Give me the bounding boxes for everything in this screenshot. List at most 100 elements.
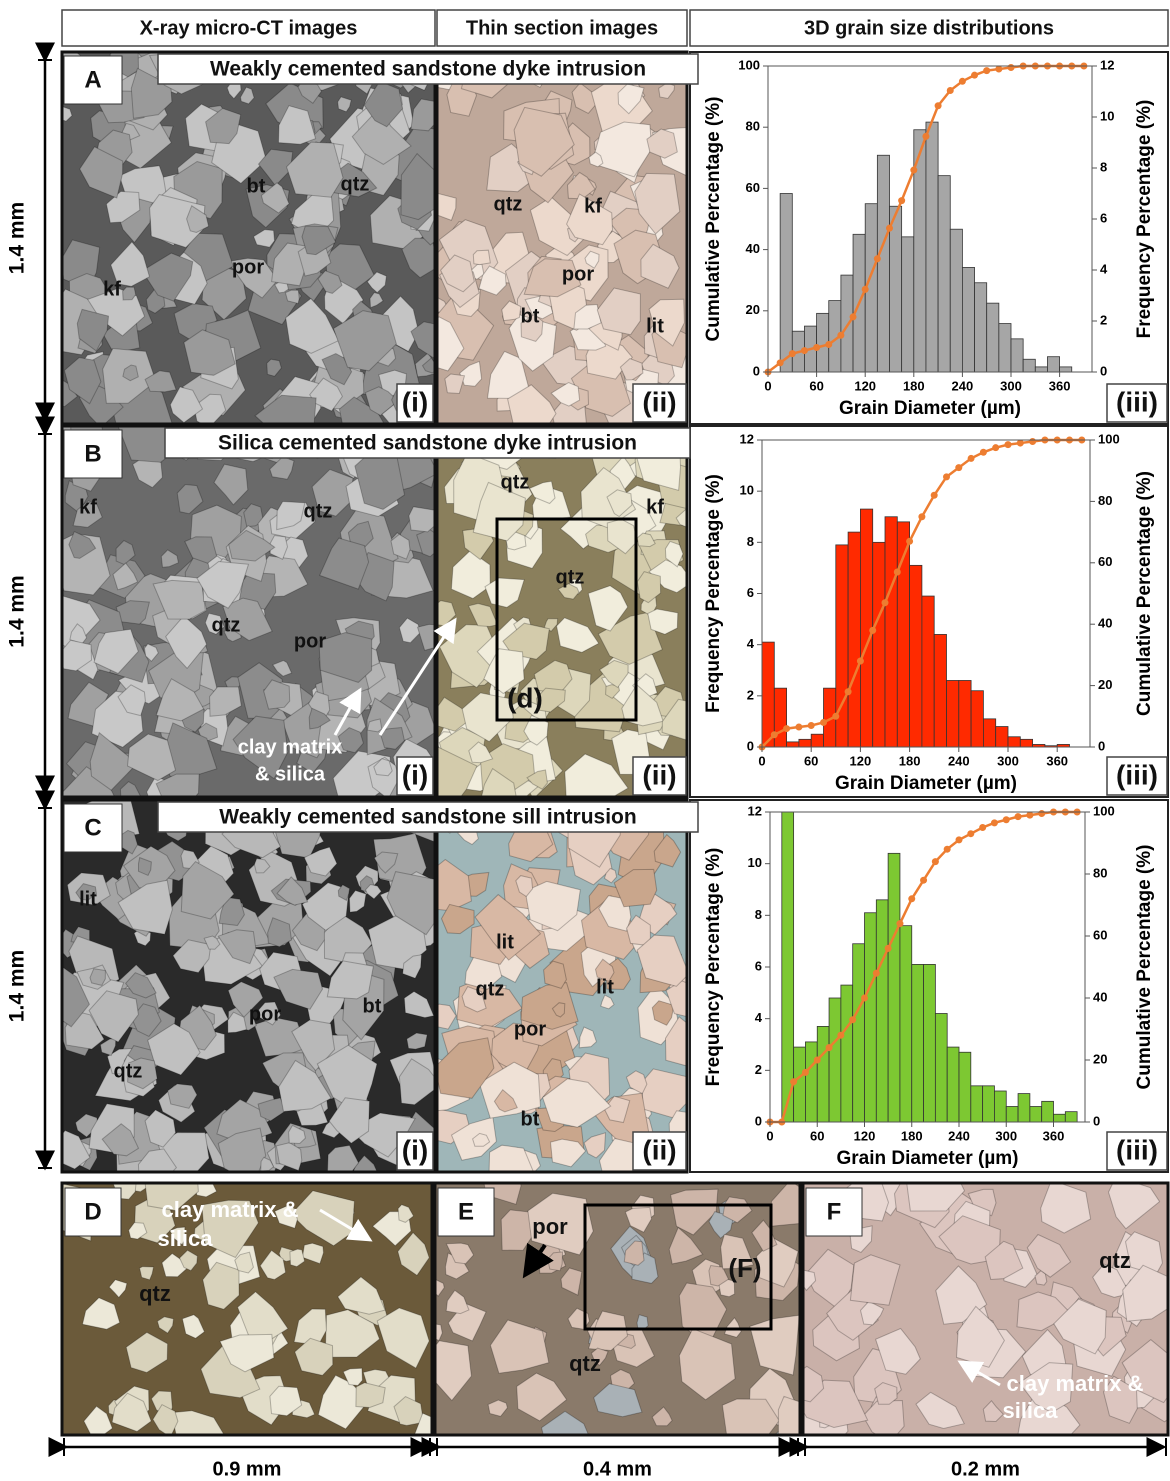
histogram-bar	[934, 1013, 948, 1122]
grain	[646, 128, 678, 159]
grain	[253, 857, 271, 874]
panel-tag-box	[396, 756, 434, 796]
histogram-bar	[901, 236, 915, 372]
scale-label: 0.2 mm	[951, 1458, 1020, 1480]
scale-label: 0.4 mm	[583, 1458, 652, 1480]
grain	[373, 758, 393, 777]
image-border	[433, 1181, 802, 1437]
cumulative-point	[979, 824, 987, 831]
grain	[435, 1278, 445, 1297]
grain	[117, 426, 180, 463]
grain	[369, 292, 384, 309]
x-axis-label: Grain Diameter (µm)	[837, 1148, 1019, 1169]
grain	[124, 972, 157, 999]
grain	[155, 678, 205, 722]
grain	[543, 960, 567, 989]
grain	[363, 80, 404, 128]
cumulative-point	[967, 830, 975, 838]
cumulative-point	[898, 197, 906, 205]
panel-letter: E	[458, 1198, 474, 1225]
cumulative-point	[1014, 813, 1022, 821]
panel-tag-box	[1106, 1131, 1168, 1171]
column-header: X-ray micro-CT images	[140, 17, 358, 39]
grain	[406, 1032, 428, 1050]
cumulative-point	[881, 599, 889, 607]
panel-tag: (ii)	[642, 759, 676, 790]
cumulative-point	[922, 132, 930, 140]
grain	[294, 1337, 334, 1376]
y2-tick-label: 80	[1098, 493, 1112, 508]
y-tick-label: 0	[747, 738, 754, 753]
grain	[213, 463, 249, 506]
cumulative-point	[920, 876, 928, 884]
grain	[291, 1019, 336, 1072]
grain	[573, 303, 602, 330]
grain	[397, 1204, 415, 1223]
cumulative-point	[837, 331, 845, 339]
panel-tag: (i)	[402, 759, 428, 790]
grain	[180, 860, 235, 920]
grain	[204, 612, 225, 635]
cumulative-point	[886, 224, 893, 232]
histogram-bar	[937, 175, 951, 372]
x-tick-label: 180	[901, 1128, 923, 1143]
histogram-bar	[810, 733, 824, 747]
x-tick-label: 120	[850, 753, 872, 768]
grain	[621, 684, 664, 727]
panel-tag-box	[632, 383, 687, 423]
grain	[651, 1406, 673, 1427]
grain	[62, 639, 93, 672]
grain	[143, 643, 159, 663]
grain	[528, 480, 556, 505]
panel-letter-box	[805, 1187, 863, 1237]
grain	[117, 684, 146, 717]
grain	[720, 1233, 755, 1270]
plot-area	[781, 812, 1078, 1122]
panel-letter: C	[84, 814, 101, 841]
histogram-bar	[828, 997, 842, 1122]
x-tick-label: 300	[997, 753, 1019, 768]
cumulative-point	[943, 473, 950, 481]
cumulative-point	[884, 944, 892, 952]
grain	[252, 229, 276, 248]
grain	[303, 846, 338, 877]
x-tick-label: 180	[903, 378, 925, 393]
y-tick-label: 6	[747, 585, 754, 600]
x-tick-label: 60	[810, 1128, 824, 1143]
grain	[126, 733, 177, 782]
histogram-bar	[773, 687, 787, 747]
y2-axis-label: Cumulative Percentage (%)	[1134, 471, 1155, 716]
grain	[967, 1188, 997, 1217]
grain	[192, 1183, 218, 1198]
grain	[588, 151, 604, 168]
grain	[513, 106, 575, 177]
grain	[351, 106, 412, 165]
panel-tag: (i)	[402, 1134, 428, 1165]
grain	[1092, 1263, 1131, 1298]
grain	[590, 1347, 609, 1366]
grain	[301, 225, 337, 256]
grain	[526, 769, 548, 790]
grain	[501, 300, 522, 322]
x-tick-label: 360	[1049, 378, 1071, 393]
image-label: lit	[79, 888, 97, 910]
grain	[138, 856, 152, 877]
histogram-bar	[1034, 366, 1048, 372]
grain	[619, 358, 644, 381]
grain	[68, 530, 97, 559]
grain	[803, 1269, 817, 1292]
grain	[938, 1215, 1001, 1265]
grain	[117, 879, 173, 935]
cumulative-point	[1038, 810, 1046, 818]
grain	[165, 614, 208, 670]
grain	[139, 1266, 155, 1281]
grain	[260, 182, 290, 214]
cumulative-point	[1007, 64, 1015, 72]
grain	[376, 1307, 430, 1369]
histogram-bar	[911, 964, 924, 1122]
image-label: bt	[521, 305, 540, 327]
grain	[321, 353, 353, 386]
grain	[276, 876, 309, 906]
y-tick-label: 4	[755, 1010, 763, 1025]
histogram-bar	[852, 943, 865, 1122]
